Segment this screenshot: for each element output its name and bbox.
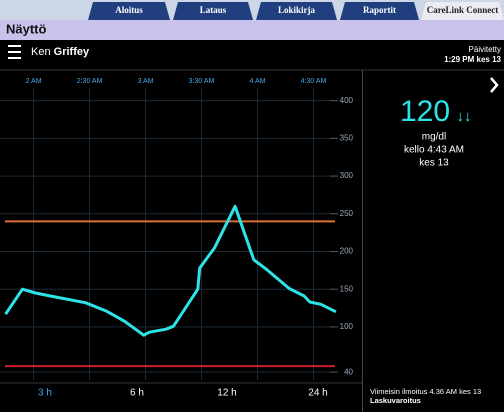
y-tick-label: 300: [340, 171, 354, 180]
user-name: Ken Griffey: [31, 46, 90, 58]
tab[interactable]: [421, 2, 504, 20]
tab[interactable]: [88, 2, 170, 20]
tab[interactable]: [340, 2, 419, 20]
tab-label[interactable]: Lokikirja: [278, 5, 316, 15]
first-name: Ken: [31, 46, 51, 58]
y-tick-label: 200: [340, 247, 354, 256]
last-alert: Viimeisin ilmoitus 4.36 AM kes 13: [370, 387, 481, 396]
y-tick-label: 400: [340, 96, 354, 105]
tab-label[interactable]: Aloitus: [115, 5, 143, 15]
tab[interactable]: [256, 2, 337, 20]
y-tick-label: 40: [344, 367, 353, 376]
range-button[interactable]: 3 h: [38, 388, 52, 399]
range-button[interactable]: 12 h: [217, 388, 236, 399]
tab-label[interactable]: Raportit: [363, 5, 396, 15]
y-tick-label: 150: [340, 284, 354, 293]
updated-label: Päivitetty: [469, 45, 501, 54]
menu-icon[interactable]: [8, 45, 21, 59]
main-area: [0, 40, 504, 412]
x-tick-label: 4 AM: [250, 78, 266, 85]
tab[interactable]: [173, 2, 253, 20]
alert-type: Laskuvaroitus: [370, 396, 421, 405]
tab-label[interactable]: Lataus: [200, 5, 227, 15]
x-tick-label: 3 AM: [138, 78, 154, 85]
reading-time: kello 4:43 AM: [404, 145, 464, 156]
next-chevron[interactable]: [490, 77, 499, 93]
reading-date: kes 13: [419, 158, 449, 169]
reading-unit: mg/dl: [422, 132, 446, 143]
tab-label[interactable]: CareLink Connect: [427, 5, 499, 15]
updated-time: 1:29 PM kes 13: [444, 55, 501, 64]
x-tick-label: 2:30 AM: [77, 78, 103, 85]
x-tick-label: 3:30 AM: [189, 78, 215, 85]
y-tick-label: 250: [340, 209, 354, 218]
x-tick-label: 2 AM: [26, 78, 42, 85]
range-button[interactable]: 6 h: [130, 388, 144, 399]
trend-arrows: ↓↓: [457, 108, 472, 125]
reading-value: 120: [400, 95, 450, 128]
range-button[interactable]: 24 h: [308, 388, 327, 399]
glucose-line: [4, 204, 337, 337]
last-name: Griffey: [54, 46, 90, 58]
title-bar: [0, 20, 504, 40]
y-tick-label: 100: [340, 322, 354, 331]
page-title: Näyttö: [6, 21, 47, 36]
x-tick-label: 4:30 AM: [301, 78, 327, 85]
y-tick-label: 350: [340, 133, 354, 142]
